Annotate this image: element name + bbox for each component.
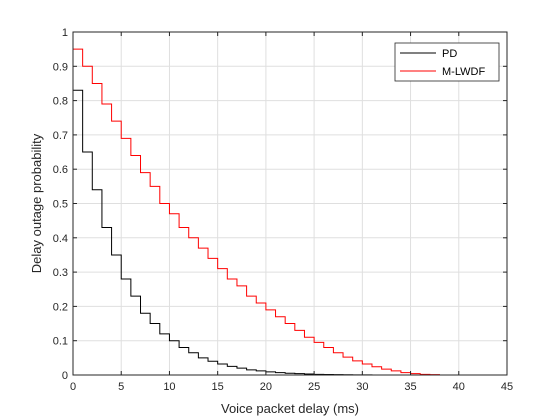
y-tick-label: 0.4 — [53, 233, 68, 245]
series-group — [72, 32, 507, 376]
series-line-pd — [72, 32, 507, 376]
x-tick-label: 40 — [453, 381, 465, 393]
x-tick-label: 20 — [260, 381, 272, 393]
x-tick-label: 10 — [163, 381, 175, 393]
x-tick-label: 25 — [308, 381, 320, 393]
legend-box — [394, 42, 500, 82]
x-tick-label: 35 — [404, 381, 416, 393]
y-tick-label: 1 — [62, 27, 68, 39]
x-tick-label: 5 — [118, 381, 124, 393]
legend-label-pd: PD — [442, 48, 457, 60]
x-tick-label: 15 — [212, 381, 224, 393]
y-tick-label: 0.2 — [53, 301, 68, 313]
x-tick-label: 30 — [356, 381, 368, 393]
y-axis-label: Delay outage probability — [29, 133, 44, 273]
y-tick-label: 0.5 — [53, 199, 68, 211]
y-tick-label: 0.9 — [53, 61, 68, 73]
legend-label-m-lwdf: M-LWDF — [442, 66, 485, 78]
y-tick-label: 0.7 — [53, 130, 68, 142]
tick-marks — [72, 31, 508, 376]
x-tick-label: 0 — [70, 381, 76, 393]
y-tick-label: 0.1 — [53, 336, 68, 348]
tick-labels: 0 5 10 15 20 25 30 35 40 45 0 0.1 0.2 0.3 0.4 0.5 0.6 0.7… — [53, 27, 513, 393]
y-tick-label: 0.8 — [53, 96, 68, 108]
x-axis-label: Voice packet delay (ms) — [221, 401, 359, 416]
series-line-m-lwdf — [72, 32, 507, 376]
legend: PD M-LWDF — [394, 42, 500, 82]
y-tick-label: 0 — [62, 370, 68, 382]
x-tick-label: 45 — [501, 381, 513, 393]
y-tick-label: 0.3 — [53, 267, 68, 279]
y-tick-label: 0.6 — [53, 164, 68, 176]
